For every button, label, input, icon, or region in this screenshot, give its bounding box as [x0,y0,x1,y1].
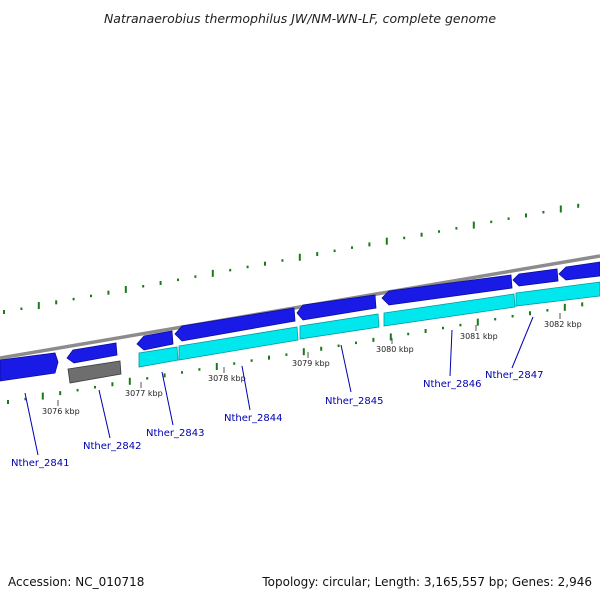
gene-arrow-forward-6 [381,274,513,306]
backbone-outer [0,254,600,360]
gene-arrow-forward-2 [66,342,118,364]
gene-label[interactable]: Nther_2844 [224,413,282,424]
accession-text: Accession: NC_010718 [8,575,144,589]
reverse-strand-track [67,281,600,384]
gene-leader-line [340,344,352,393]
coordinate-ticks: 3076 kbp 3077 kbp 3078 kbp 3079 kbp 3080 kbp… [42,313,582,416]
gene-label[interactable]: Nther_2842 [83,441,141,452]
forward-strand-track [0,261,600,382]
gc-content-outer-track [3,203,580,314]
gene-arrow-reverse-5 [515,281,600,307]
gene-label[interactable]: Nther_2841 [11,458,69,469]
tick-label: 3077 kbp [125,389,163,398]
gene-leader-line [511,316,534,369]
gene-label[interactable]: Nther_2847 [485,370,543,381]
gene-arrow-forward-1 [0,352,59,382]
gene-arrow-forward-3 [136,330,174,351]
gene-labels: Nther_2841 Nther_2842 Nther_2843 Nther_2844… [11,316,543,469]
gene-arrow-reverse-3 [299,313,380,340]
gene-leader-line [98,389,111,439]
gene-label[interactable]: Nther_2843 [146,428,204,439]
gene-arrow-forward-7 [512,268,559,287]
tick-label: 3079 kbp [292,359,330,368]
gene-arrow-forward-8 [558,261,600,281]
tick-label: 3076 kbp [42,407,80,416]
gene-arrow-reverse-1 [138,346,179,368]
gene-leader-line [161,371,174,426]
gene-label[interactable]: Nther_2845 [325,396,383,407]
gene-leader-line [241,365,251,411]
tick-label: 3082 kbp [544,320,582,329]
gene-label[interactable]: Nther_2846 [423,379,481,390]
gene-arrow-reverse-4 [383,293,516,327]
gene-leader-line [449,329,453,377]
gene-arrow-forward-5 [296,294,377,321]
gene-arrow-forward-4 [174,307,296,342]
gc-content-inner-track [7,302,584,404]
pseudogene-arrow [67,360,122,384]
tick-label: 3081 kbp [460,332,498,341]
gene-arrow-reverse-2 [178,326,299,361]
tick-label: 3078 kbp [208,374,246,383]
genome-summary-text: Topology: circular; Length: 3,165,557 bp… [261,575,592,589]
tick-label: 3080 kbp [376,345,414,354]
map-title: Natranaerobius thermophilus JW/NM-WN-LF,… [104,11,496,26]
gene-leader-line [24,392,39,456]
